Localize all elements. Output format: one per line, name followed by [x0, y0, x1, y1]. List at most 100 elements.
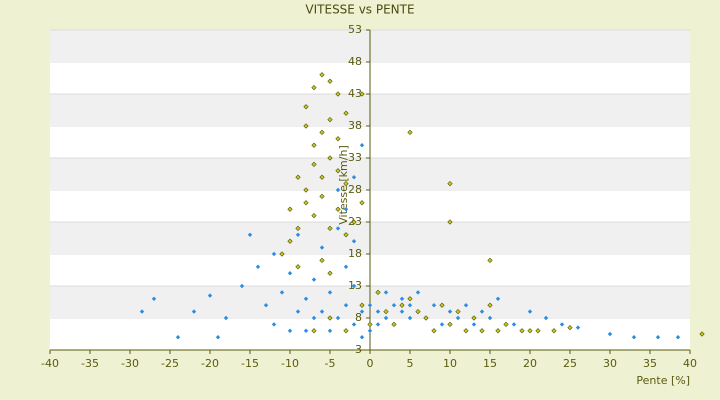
scatter-point	[343, 232, 349, 238]
scatter-point	[675, 335, 681, 340]
scatter-point	[327, 290, 333, 295]
scatter-point	[463, 328, 469, 334]
scatter-point	[343, 207, 349, 212]
scatter-point	[367, 328, 373, 333]
scatter-point	[327, 225, 333, 232]
scatter-point	[223, 315, 229, 321]
scatter-point	[359, 309, 365, 314]
scatter-point	[383, 308, 389, 315]
scatter-point	[295, 232, 301, 237]
scatter-point	[407, 296, 413, 302]
scatter-point	[399, 296, 405, 301]
y-tick-label: 38	[348, 119, 362, 132]
scatter-point	[455, 315, 461, 321]
scatter-point	[335, 206, 341, 212]
scatter-point	[487, 315, 493, 321]
scatter-point	[215, 335, 221, 340]
scatter-point	[271, 251, 277, 257]
scatter-point	[463, 303, 469, 308]
scatter-point	[295, 225, 301, 232]
scatter-point	[383, 315, 389, 321]
scatter-point	[319, 129, 325, 136]
scatter-point	[367, 321, 373, 328]
scatter-point	[503, 321, 509, 328]
scatter-point	[519, 328, 525, 334]
scatter-point	[327, 155, 333, 161]
scatter-point	[351, 239, 357, 244]
x-tick-label: -30	[121, 357, 139, 370]
scatter-point	[335, 226, 341, 231]
scatter-point	[455, 308, 461, 315]
scatter-point	[399, 309, 405, 314]
scatter-point	[655, 335, 661, 340]
scatter-point	[263, 303, 269, 308]
x-tick-label: -15	[241, 357, 259, 370]
scatter-point	[319, 193, 325, 200]
scatter-point	[327, 116, 333, 123]
scatter-point	[487, 257, 493, 264]
x-tick-label: -5	[325, 357, 336, 370]
scatter-point	[303, 328, 309, 333]
scatter-point	[559, 322, 565, 327]
scatter-point	[343, 180, 349, 187]
scatter-point	[279, 290, 285, 295]
scatter-point	[311, 315, 317, 321]
scatter-point	[191, 309, 197, 314]
scatter-point	[311, 328, 317, 334]
scatter-point	[431, 303, 437, 308]
scatter-point	[303, 200, 309, 206]
scatter-point	[543, 315, 549, 321]
scatter-point	[415, 290, 421, 295]
scatter-point	[311, 142, 317, 148]
scatter-point	[479, 309, 485, 314]
scatter-point	[287, 328, 293, 333]
x-tick-label: -20	[201, 357, 219, 370]
y-tick-label: 28	[348, 183, 362, 196]
scatter-point	[439, 302, 445, 308]
scatter-point	[311, 212, 317, 219]
scatter-point	[319, 174, 325, 180]
scatter-point	[439, 322, 445, 327]
scatter-point	[327, 78, 333, 84]
scatter-point	[335, 315, 341, 321]
scatter-point	[343, 110, 349, 116]
x-tick-label: 20	[523, 357, 537, 370]
y-tick-label: 8	[355, 311, 362, 324]
scatter-point	[295, 264, 301, 270]
scatter-point	[567, 324, 573, 331]
scatter-point	[343, 264, 349, 269]
scatter-point	[287, 238, 293, 244]
scatter-point	[447, 321, 453, 328]
y-tick-label: 18	[348, 247, 362, 260]
scatter-point	[335, 91, 341, 97]
scatter-point	[255, 264, 261, 269]
scatter-point	[335, 168, 341, 174]
scatter-point	[471, 322, 477, 327]
scatter-point	[287, 271, 293, 276]
x-tick-label: 40	[683, 357, 697, 370]
scatter-point	[527, 309, 533, 314]
scatter-point	[575, 325, 581, 330]
scatter-point	[359, 302, 365, 308]
scatter-point	[359, 335, 365, 340]
scatter-point	[699, 331, 705, 337]
scatter-point	[359, 200, 365, 206]
scatter-point	[431, 328, 437, 334]
x-tick-label: 10	[443, 357, 457, 370]
scatter-point	[327, 270, 333, 276]
scatter-point	[295, 309, 301, 314]
scatter-point	[303, 123, 309, 129]
scatter-point	[415, 308, 421, 315]
scatter-point	[607, 331, 613, 337]
scatter-point	[295, 174, 301, 180]
x-tick-label: 35	[643, 357, 657, 370]
x-tick-label: -10	[281, 357, 299, 370]
scatter-point	[447, 180, 453, 187]
scatter-point	[175, 335, 181, 340]
x-tick-label: 30	[603, 357, 617, 370]
scatter-point	[551, 328, 557, 334]
x-tick-label: -35	[81, 357, 99, 370]
scatter-point	[319, 245, 325, 250]
scatter-point	[303, 104, 309, 110]
x-tick-label: -25	[161, 357, 179, 370]
